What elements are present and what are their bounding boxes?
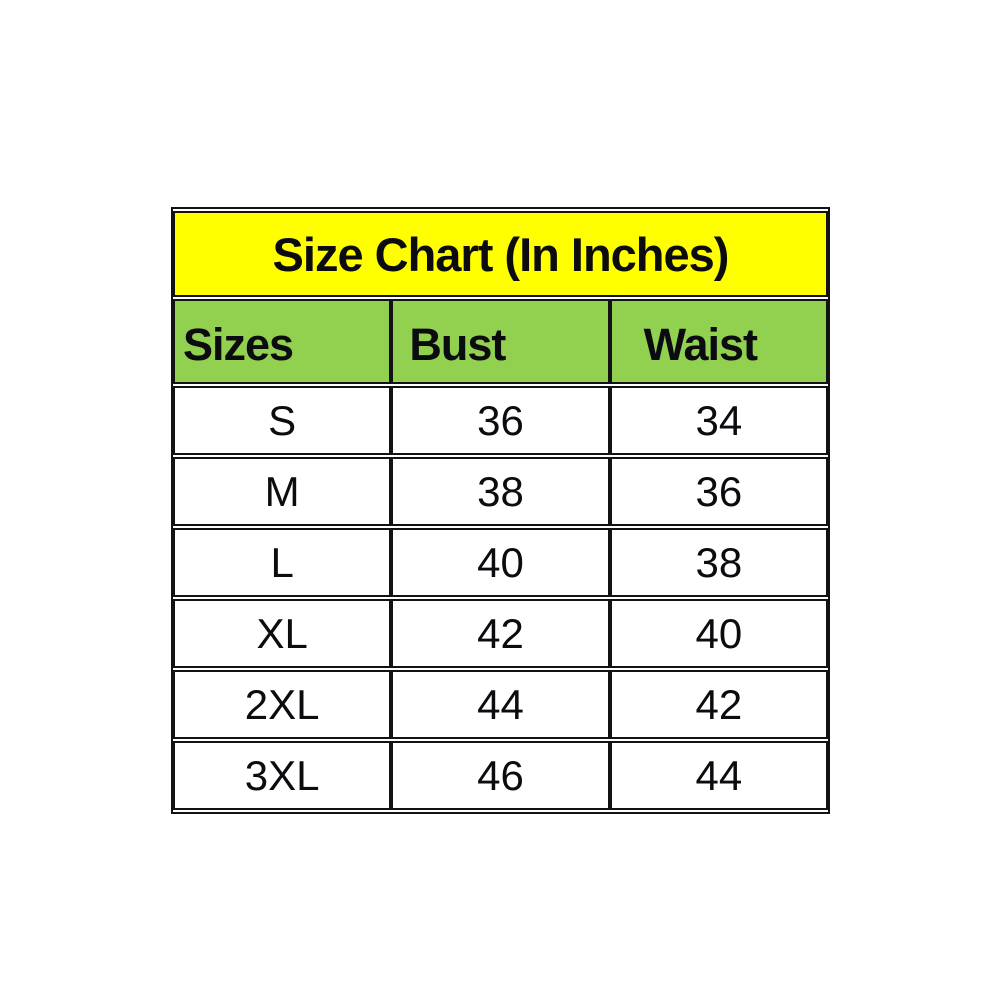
size-value: S xyxy=(173,386,392,455)
table-row: XL 42 40 xyxy=(173,599,828,668)
size-value: L xyxy=(173,528,392,597)
bust-value: 42 xyxy=(391,599,610,668)
bust-value: 36 xyxy=(391,386,610,455)
bust-value: 46 xyxy=(391,741,610,810)
size-value: M xyxy=(173,457,392,526)
column-header-waist: Waist xyxy=(609,299,828,384)
table-row: M 38 36 xyxy=(173,457,828,526)
bust-value: 38 xyxy=(391,457,610,526)
waist-value: 44 xyxy=(609,741,828,810)
waist-value: 42 xyxy=(609,670,828,739)
table-row: L 40 38 xyxy=(173,528,828,597)
bust-value: 40 xyxy=(391,528,610,597)
column-header-sizes: Sizes xyxy=(173,299,392,384)
table-row: S 36 34 xyxy=(173,386,828,455)
size-chart-table: Size Chart (In Inches) Sizes Bust Waist … xyxy=(171,207,830,814)
title-row: Size Chart (In Inches) xyxy=(173,211,828,297)
size-value: 3XL xyxy=(173,741,392,810)
size-value: XL xyxy=(173,599,392,668)
size-value: 2XL xyxy=(173,670,392,739)
waist-value: 38 xyxy=(609,528,828,597)
bust-value: 44 xyxy=(391,670,610,739)
column-header-bust: Bust xyxy=(391,299,610,384)
waist-value: 34 xyxy=(609,386,828,455)
waist-value: 40 xyxy=(609,599,828,668)
table-title: Size Chart (In Inches) xyxy=(173,211,828,297)
table-row: 3XL 46 44 xyxy=(173,741,828,810)
header-row: Sizes Bust Waist xyxy=(173,299,828,384)
table-row: 2XL 44 42 xyxy=(173,670,828,739)
waist-value: 36 xyxy=(609,457,828,526)
